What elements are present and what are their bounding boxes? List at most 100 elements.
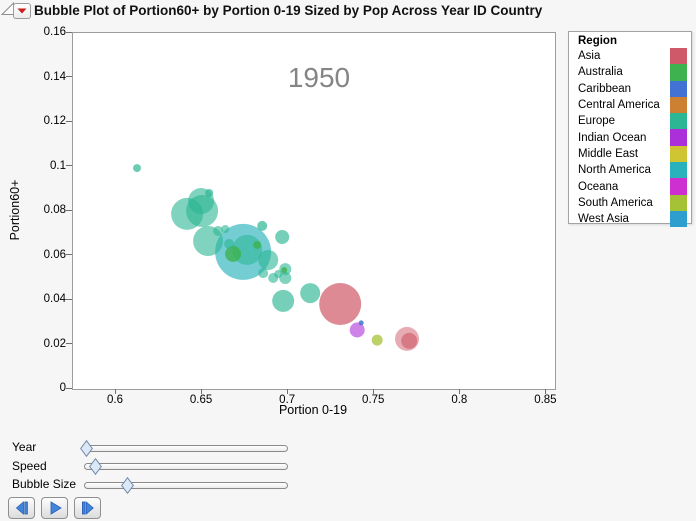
x-axis-label: Portion 0-19 [278, 403, 348, 417]
bubble-australia[interactable] [225, 245, 242, 262]
x-tick-mark [200, 389, 202, 394]
legend-item-west-asia[interactable]: West Asia [569, 210, 691, 228]
y-tick-label: 0.1 [50, 159, 66, 172]
y-tick-label: 0.16 [43, 26, 66, 38]
x-tick-label: 0.8 [451, 394, 468, 406]
bubble-europe[interactable] [133, 164, 141, 173]
step-forward-button[interactable] [74, 497, 101, 519]
legend-item-label: Middle East [578, 147, 639, 160]
y-tick-label: 0.04 [43, 293, 66, 305]
speed-slider-thumb[interactable] [88, 458, 102, 475]
legend-swatch-north-america [670, 162, 687, 179]
bubble-europe[interactable] [224, 238, 235, 249]
legend-swatch-indian-ocean [670, 129, 687, 146]
y-tick-label: 0.08 [43, 204, 66, 216]
step-back-icon [15, 501, 28, 515]
legend: Region Asia Australia Caribbean Central Ame… [568, 31, 692, 228]
legend-item-europe[interactable]: Europe [569, 113, 691, 130]
speed-slider-track[interactable] [84, 463, 288, 470]
x-tick-label: 0.6 [107, 394, 124, 406]
legend-item-oceana[interactable]: Oceana [569, 178, 691, 195]
play-button[interactable] [41, 497, 68, 519]
legend-item-australia[interactable]: Australia [569, 64, 691, 81]
legend-item-label: Central America [578, 99, 660, 112]
legend-swatch-europe [670, 113, 687, 130]
bubble-europe[interactable] [274, 270, 283, 278]
legend-item-north-america[interactable]: North America [569, 162, 691, 179]
red-triangle-icon [17, 8, 27, 14]
legend-swatch-oceana [670, 178, 687, 195]
legend-item-label: West Asia [578, 213, 629, 226]
year-slider-label: Year [12, 440, 37, 454]
legend-item-label: Australia [578, 66, 623, 79]
year-slider-thumb[interactable] [80, 439, 93, 457]
bubble-europe[interactable] [213, 226, 224, 236]
y-tick-label: 0.02 [43, 337, 66, 350]
x-tick-label: 0.75 [362, 394, 385, 406]
y-tick-mark [66, 165, 72, 166]
y-tick-mark [66, 387, 72, 389]
legend-items: Asia Australia Caribbean Central America Eur… [569, 48, 691, 228]
bubble-size-slider-track[interactable] [84, 481, 288, 489]
y-tick-mark [66, 254, 72, 255]
bubble-asia[interactable] [319, 283, 362, 325]
x-tick-mark [286, 389, 288, 394]
bubble-europe[interactable] [205, 189, 214, 197]
bubble-europe[interactable] [279, 272, 292, 284]
bubble-europe[interactable] [275, 230, 290, 244]
bubble-europe[interactable] [272, 289, 295, 312]
legend-item-asia[interactable]: Asia [569, 48, 691, 65]
y-tick-mark [66, 209, 72, 211]
y-tick-label: 0.14 [43, 70, 66, 83]
step-back-button[interactable] [8, 497, 35, 519]
bubble-europe[interactable] [258, 250, 279, 270]
x-tick-mark [458, 389, 460, 394]
legend-item-indian-ocean[interactable]: Indian Ocean [569, 129, 691, 146]
legend-item-central-america[interactable]: Central America [569, 96, 691, 114]
legend-item-south-america[interactable]: South America [569, 194, 691, 211]
y-tick-mark [66, 298, 72, 300]
x-tick-mark [114, 389, 116, 394]
year-slider-track[interactable] [84, 444, 288, 452]
bubble-size-slider-thumb[interactable] [120, 476, 134, 494]
bubble-europe[interactable] [300, 283, 321, 304]
legend-swatch-asia [670, 48, 687, 65]
legend-swatch-south-america [670, 194, 687, 211]
bubble-europe[interactable] [221, 225, 230, 233]
bubble-size-slider-label: Bubble Size [12, 477, 77, 491]
legend-item-label: Indian Ocean [578, 131, 647, 144]
bubble-south-america[interactable] [371, 334, 383, 346]
bubble-asia[interactable] [401, 332, 418, 349]
bubble-indian-ocean[interactable] [349, 322, 365, 338]
legend-item-label: South America [578, 196, 653, 209]
legend-title: Region [578, 35, 617, 47]
year-annotation: 1950 [288, 62, 350, 93]
legend-item-label: Asia [578, 50, 601, 63]
x-tick-label: 0.7 [279, 394, 296, 406]
bubble-australia[interactable] [253, 241, 262, 249]
plot-area[interactable]: 1950 [72, 32, 556, 390]
legend-item-label: Caribbean [578, 82, 632, 95]
legend-swatch-central-america [670, 96, 687, 114]
y-axis-label: Portion60+ [8, 179, 22, 241]
y-tick-mark [66, 76, 72, 77]
legend-swatch-caribbean [670, 80, 687, 97]
x-tick-label: 0.65 [189, 394, 213, 406]
y-tick-mark [66, 31, 72, 33]
x-tick-mark [372, 389, 374, 394]
legend-item-label: Oceana [578, 180, 619, 193]
bubble-europe[interactable] [258, 268, 269, 279]
legend-item-middle-east[interactable]: Middle East [569, 145, 691, 163]
legend-item-caribbean[interactable]: Caribbean [569, 80, 691, 97]
bubble-caribbean[interactable] [358, 320, 364, 326]
y-tick-label: 0 [59, 382, 66, 394]
x-tick-label: 0.85 [534, 394, 557, 406]
bubble-europe[interactable] [257, 220, 268, 231]
red-triangle-menu-button[interactable] [13, 3, 31, 19]
y-tick-mark [66, 343, 72, 344]
y-tick-label: 0.06 [43, 248, 66, 261]
y-tick-label: 0.12 [43, 115, 66, 127]
bubble-australia[interactable] [281, 267, 288, 273]
legend-swatch-west-asia [670, 210, 687, 228]
